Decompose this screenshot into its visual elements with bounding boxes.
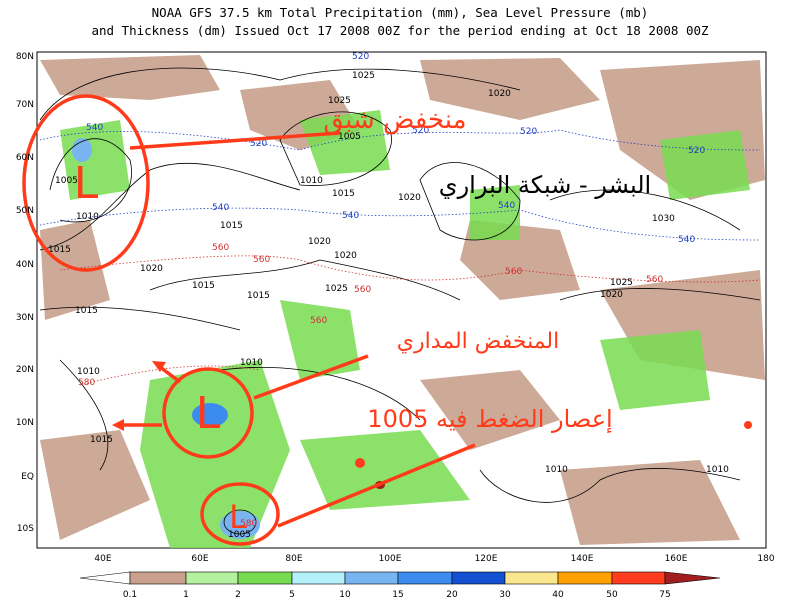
subtitle: and Thickness (dm) Issued Oct 17 2008 00…	[91, 23, 709, 38]
annotation-note: البشر - شبكة البراري	[439, 171, 651, 199]
annotation-note: المنخفض المداري	[397, 329, 560, 354]
isobar-label: 1010	[76, 212, 99, 222]
thickness-lines	[39, 129, 761, 386]
color-bar-label: 10	[339, 590, 351, 600]
isobar-label: 1010	[300, 176, 323, 186]
lat-label: 60N	[16, 153, 34, 163]
lat-label: 10N	[16, 418, 34, 428]
isobar-label: 1010	[77, 367, 100, 377]
lon-label: 160E	[665, 554, 688, 564]
isobar-label: 1025	[325, 284, 348, 294]
color-bar	[79, 571, 721, 585]
title: NOAA GFS 37.5 km Total Precipitation (mm…	[152, 5, 649, 20]
lon-label: 60E	[191, 554, 208, 564]
lon-label: 140E	[571, 554, 594, 564]
thickness-label: 520	[250, 139, 267, 149]
color-bar-label: 1	[183, 590, 189, 600]
color-bar-label: 0.1	[123, 590, 137, 600]
thickness-label: 560	[505, 267, 522, 277]
annotation-shapes	[22, 94, 476, 546]
lon-axis: 40E 60E 80E 100E 120E 140E 160E 180	[94, 554, 774, 564]
thickness-label: 520	[520, 127, 537, 137]
isobar-label: 1025	[328, 96, 351, 106]
lon-label: 120E	[475, 554, 498, 564]
color-bar-label: 2	[235, 590, 241, 600]
thickness-label: 540	[86, 123, 103, 133]
thickness-label: 560	[354, 285, 371, 295]
color-bar-label: 5	[289, 590, 295, 600]
thickness-label: 540	[678, 235, 695, 245]
isobar-label: 1010	[545, 465, 568, 475]
lat-label: 30N	[16, 313, 34, 323]
isobar-label: 1025	[610, 278, 633, 288]
low-marker: L	[74, 158, 99, 209]
isobar-label: 1020	[600, 290, 623, 300]
isobar-label: 1015	[90, 435, 113, 445]
lon-label: 80E	[285, 554, 302, 564]
isobar-label: 1020	[308, 237, 331, 247]
thickness-label: 520	[352, 52, 369, 62]
color-bar-label: 50	[606, 590, 618, 600]
isobar-label: 1020	[398, 193, 421, 203]
color-bar-label: 15	[392, 590, 403, 600]
annotation-note: منخفض شبق	[323, 105, 466, 135]
isobar-label: 1020	[488, 89, 511, 99]
isobars	[39, 67, 761, 535]
isobar-label: 1010	[706, 465, 729, 475]
thickness-label: 520	[688, 146, 705, 156]
lon-label: 100E	[379, 554, 402, 564]
thickness-label: 560	[646, 275, 663, 285]
lat-axis: 80N 70N 60N 50N 40N 30N 20N 10N EQ 10S	[16, 52, 34, 534]
lat-label: 50N	[16, 206, 34, 216]
isobar-label: 1020	[140, 264, 163, 274]
lon-label: 40E	[94, 554, 111, 564]
color-bar-label: 30	[499, 590, 511, 600]
lat-label: 70N	[16, 100, 34, 110]
thickness-label: 580	[78, 378, 95, 388]
color-bar-labels: 0.1 1 2 5 10 15 20 30 40 50 75	[123, 590, 671, 600]
lat-label: 10S	[17, 524, 34, 534]
isobar-label: 1020	[334, 251, 357, 261]
isobar-label: 1015	[247, 291, 270, 301]
isobar-label: 1005	[55, 176, 78, 186]
color-bar-label: 40	[552, 590, 564, 600]
isobar-label: 1015	[332, 189, 355, 199]
isobar-label: 1025	[352, 71, 375, 81]
annotation-note: إعصار الضغط فيه 1005	[367, 405, 612, 434]
isobar-label: 1010	[240, 358, 263, 368]
color-bar-label: 20	[446, 590, 458, 600]
lat-label: EQ	[21, 472, 34, 482]
isobar-label: 1015	[192, 281, 215, 291]
low-marker: L	[196, 388, 221, 439]
isobar-label: 1030	[652, 214, 675, 224]
low-marker: L	[229, 498, 247, 536]
thickness-label: 560	[310, 316, 327, 326]
thickness-label: 580	[240, 519, 257, 529]
lat-label: 40N	[16, 260, 34, 270]
lon-label: 180	[757, 554, 774, 564]
lat-label: 20N	[16, 365, 34, 375]
color-bar-label: 75	[659, 590, 670, 600]
isobar-label: 1015	[75, 306, 98, 316]
thickness-label: 540	[342, 211, 359, 221]
thickness-label: 560	[212, 243, 229, 253]
lat-label: 80N	[16, 52, 34, 62]
isobar-label: 1005	[228, 530, 251, 540]
thickness-label: 540	[498, 201, 515, 211]
thickness-label: 520	[412, 126, 429, 136]
isobar-label: 1015	[220, 221, 243, 231]
thickness-label: 560	[253, 255, 270, 265]
thickness-label: 540	[212, 203, 229, 213]
isobar-label: 1005	[338, 132, 361, 142]
map: 1025 1025 1020 1005 1010 1015 1020 1030 …	[22, 51, 767, 549]
isobar-label: 1015	[48, 245, 71, 255]
